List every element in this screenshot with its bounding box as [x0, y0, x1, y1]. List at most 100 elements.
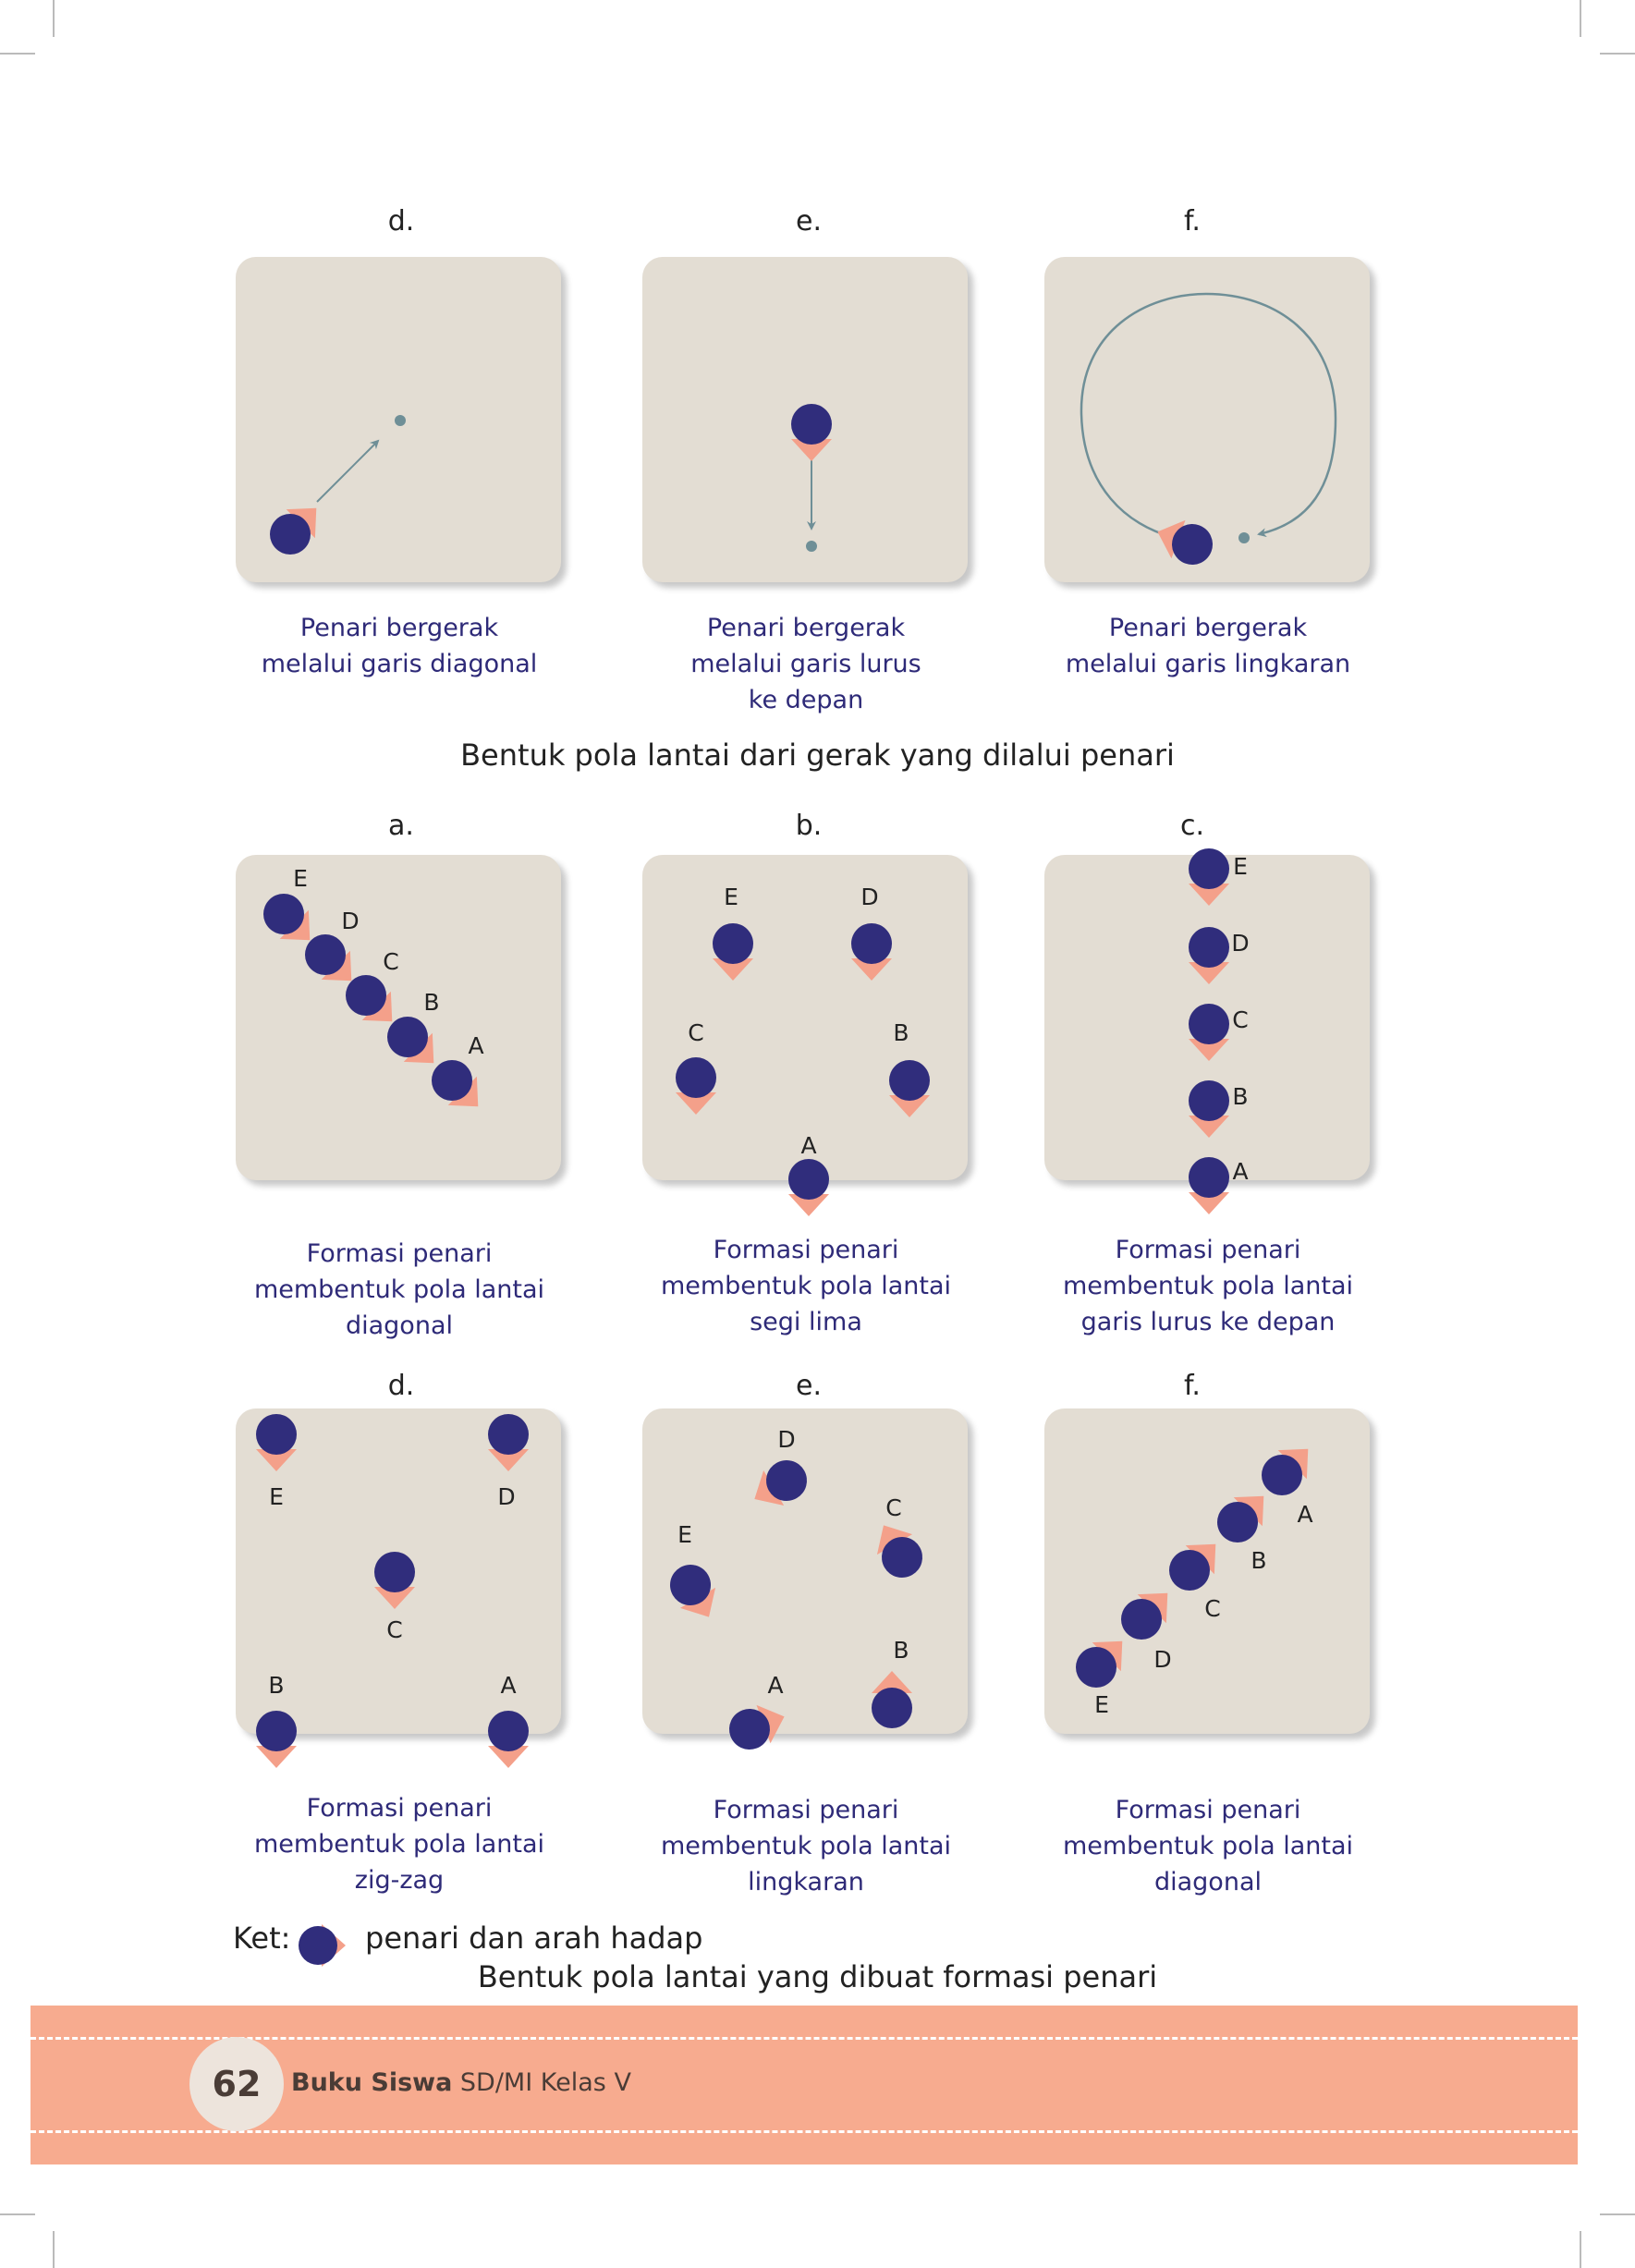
dancer-label: C [885, 1494, 901, 1521]
dancer-label: D [1231, 930, 1249, 957]
dancer-icon [729, 1704, 785, 1750]
dancer-icon [299, 1924, 346, 1967]
dancer-label: D [1153, 1646, 1171, 1673]
dancer-icon [872, 1671, 912, 1728]
dashed-divider [31, 2037, 1578, 2040]
panel-letter: e. [796, 205, 822, 238]
dancer-label: B [268, 1672, 284, 1699]
dancer-label: E [677, 1521, 692, 1548]
panel-letter: d. [387, 1370, 415, 1402]
dancer-label: D [497, 1483, 515, 1510]
caption: Penari bergerak melalui garis lingkaran [1065, 614, 1351, 678]
crop-mark [1600, 53, 1635, 55]
dancer-icon [1262, 1448, 1309, 1495]
dancer-label: D [860, 884, 878, 910]
legend-prefix: Ket: [233, 1920, 291, 1956]
dancer-label: B [423, 989, 439, 1016]
dancer-icon [387, 1017, 434, 1064]
dancer-icon [889, 1060, 930, 1117]
dancer-icon [1169, 1543, 1216, 1591]
dancer-icon [1189, 927, 1229, 984]
caption: Penari bergerak melalui garis diagonal [261, 614, 538, 678]
dancer-icon [791, 404, 832, 461]
dancer-label: C [1204, 1595, 1220, 1622]
formation-zigzag: E D C B A [236, 1408, 561, 1768]
dancer-icon [676, 1057, 716, 1115]
dancer-icon [788, 1159, 829, 1216]
dancer-label: B [1251, 1547, 1266, 1574]
dancer-label: C [1232, 1006, 1248, 1033]
path-end-dot [1238, 532, 1250, 543]
dancer-icon [270, 507, 317, 555]
panel-letter: f. [1184, 205, 1201, 238]
dancer-icon [374, 1552, 415, 1609]
dancer-label: B [893, 1637, 909, 1664]
dancer-icon [754, 1460, 807, 1506]
book-title: Buku Siswa SD/MI Kelas V [291, 2068, 631, 2097]
dancer-label: E [269, 1483, 284, 1510]
caption: Formasi penari membentuk pola lantai garis… [1062, 1236, 1354, 1336]
dancer-icon [1189, 1004, 1229, 1061]
panel-letter: a. [388, 810, 414, 842]
panel-letter: d. [387, 205, 415, 238]
dancer-label: C [386, 1616, 402, 1643]
dancer-icon [305, 934, 352, 982]
caption: Formasi penari membentuk pola lantai zig-z… [253, 1794, 545, 1895]
dancer-label: A [800, 1132, 816, 1159]
panel-letter: e. [796, 1370, 822, 1402]
dashed-divider [31, 2130, 1578, 2133]
caption: Penari bergerak melalui garis lurus ke dep… [690, 614, 921, 714]
panel-letter: b. [795, 810, 823, 842]
dancer-label: E [293, 865, 308, 892]
dancer-label: B [893, 1019, 909, 1046]
dancer-label: D [777, 1426, 795, 1453]
dancer-icon [1076, 1640, 1123, 1688]
arrow-icon [1080, 292, 1337, 539]
formation-straight-line: E D C B A [1044, 848, 1370, 1214]
crop-mark [0, 53, 35, 55]
dancer-icon [876, 1525, 922, 1578]
section-title: Bentuk pola lantai yang dibuat formasi p… [477, 1959, 1158, 1994]
dancer-icon [1189, 1157, 1229, 1214]
crop-mark [1600, 2213, 1635, 2215]
formation-diagonal: E D C B A [236, 855, 561, 1180]
dancer-icon [670, 1565, 716, 1617]
dancer-label: D [341, 908, 359, 934]
floor-pattern-straight-path [642, 257, 968, 582]
dancer-icon [432, 1060, 479, 1107]
path-end-dot [395, 415, 406, 426]
dancer-label: E [1233, 853, 1248, 880]
dancer-label: E [1094, 1691, 1109, 1718]
dancer-icon [851, 923, 892, 981]
formation-circle: D C E B A [642, 1408, 968, 1750]
dancer-icon [346, 975, 393, 1022]
dancer-icon [488, 1414, 529, 1471]
floor-pattern-diagonal-path [236, 257, 561, 582]
dancer-icon [263, 894, 311, 941]
formation-pentagon: E D C B A [642, 855, 968, 1216]
panel-letter: c. [1179, 810, 1205, 842]
path-end-dot [806, 541, 817, 552]
crop-mark [0, 2213, 35, 2215]
dancer-label: A [500, 1672, 516, 1699]
page-footer: 62 Buku Siswa SD/MI Kelas V [31, 2006, 1578, 2164]
crop-mark [1580, 2231, 1581, 2268]
dancer-label: A [1232, 1158, 1248, 1185]
dancer-icon [256, 1414, 297, 1471]
formation-diagonal-reverse: A B C D E [1044, 1408, 1370, 1734]
arrow-icon [316, 439, 380, 503]
dancer-icon [1121, 1592, 1168, 1640]
dancer-label: B [1232, 1083, 1248, 1110]
dancer-label: A [767, 1672, 783, 1699]
dancer-label: C [688, 1019, 703, 1046]
dancer-icon [713, 923, 753, 981]
dancer-icon [1157, 519, 1213, 565]
caption: Formasi penari membentuk pola lantai diago… [1062, 1796, 1354, 1896]
dancer-label: E [724, 884, 738, 910]
dancer-icon [488, 1711, 529, 1768]
caption: Formasi penari membentuk pola lantai segi … [660, 1236, 952, 1336]
section-title: Bentuk pola lantai dari gerak yang dilal… [460, 738, 1175, 773]
dancer-icon [1189, 848, 1229, 906]
dancer-label: A [468, 1032, 483, 1059]
legend-text: penari dan arah hadap [365, 1920, 703, 1956]
